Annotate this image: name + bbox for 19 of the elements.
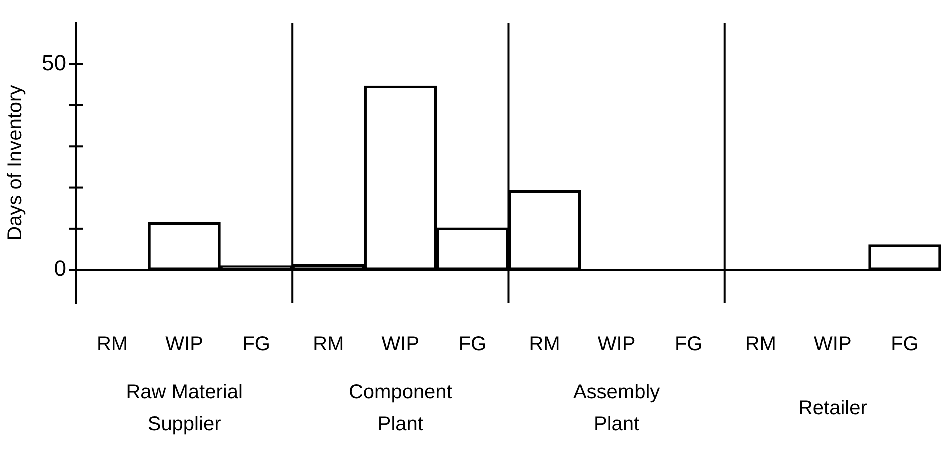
text: Component Plant	[348, 382, 453, 436]
x-tick-label: WIP	[166, 334, 204, 356]
x-tick-label: FG	[242, 334, 270, 356]
x-tick-label: FG	[674, 334, 703, 356]
y-tick-label: 50	[42, 50, 66, 76]
x-tick-label: WIP	[814, 334, 852, 356]
x-tick-label: RM	[529, 334, 560, 356]
text: Retailer	[798, 398, 868, 420]
x-tick-label: FG	[458, 334, 487, 356]
x-tick-label: WIP	[598, 334, 636, 356]
x-tick-label: WIP	[382, 334, 420, 356]
text: Raw Material Supplier	[126, 382, 243, 436]
x-tick-label: RM	[96, 334, 128, 356]
text: Assembly Plant	[573, 382, 660, 436]
y-tick-label: 0	[54, 256, 66, 282]
x-tick-label: RM	[313, 334, 344, 356]
y-axis-title: Days of Inventory	[4, 85, 27, 241]
x-tick-label: FG	[891, 334, 919, 356]
x-tick-label: RM	[745, 334, 776, 356]
